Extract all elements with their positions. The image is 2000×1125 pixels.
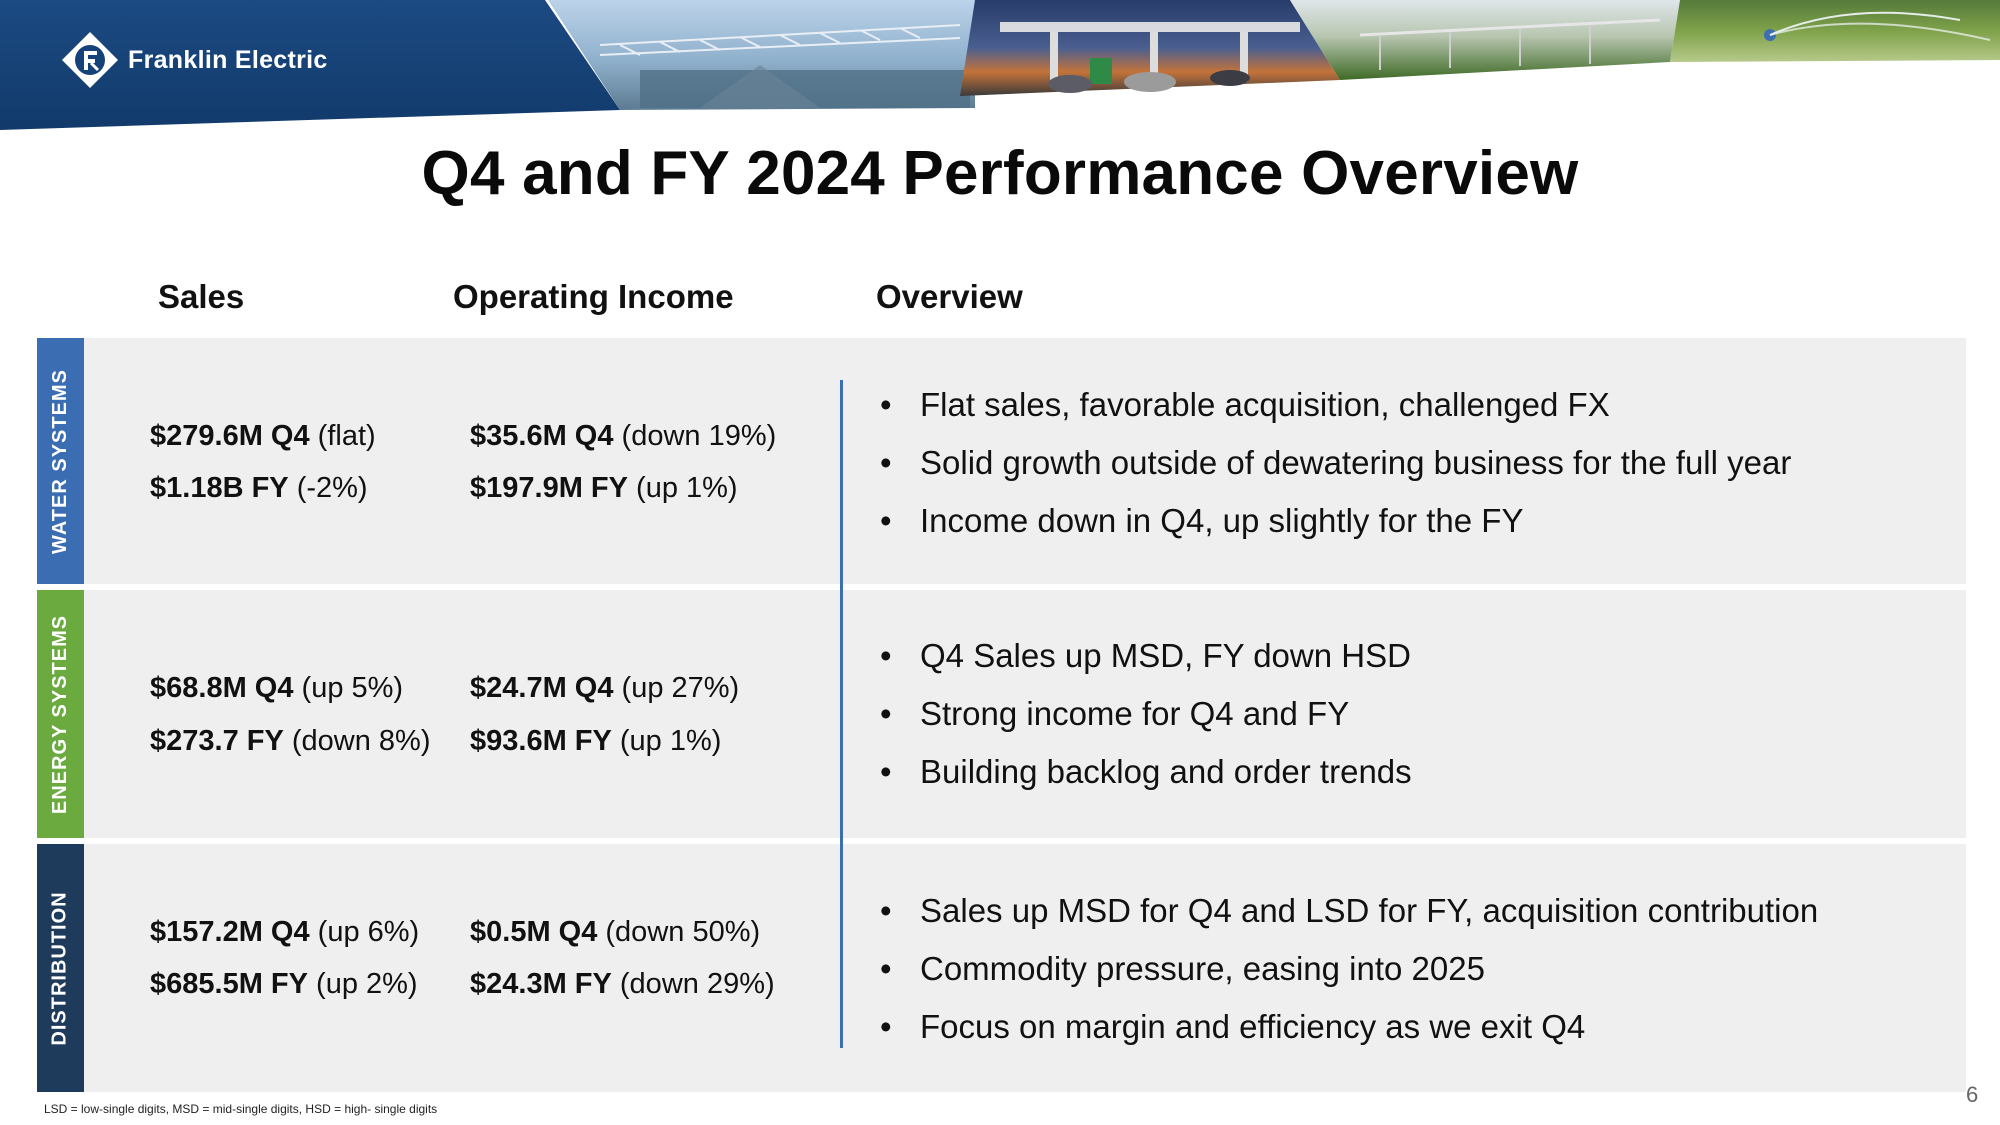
list-item: Q4 Sales up MSD, FY down HSD <box>880 627 1412 685</box>
irrigation-field-photo-icon <box>1290 0 1680 80</box>
operating-income-q4: $35.6M Q4 (down 19%) <box>470 420 777 452</box>
sales-fy: $1.18B FY (-2%) <box>150 472 368 504</box>
fueling-station-photo-icon <box>960 0 1340 96</box>
list-item: Sales up MSD for Q4 and LSD for FY, acqu… <box>880 882 1818 940</box>
operating-income-q4: $0.5M Q4 (down 50%) <box>470 916 761 948</box>
list-item: Commodity pressure, easing into 2025 <box>880 940 1818 998</box>
energy-systems-overview-list: Q4 Sales up MSD, FY down HSD Strong inco… <box>880 627 1412 801</box>
sales-q4: $279.6M Q4 (flat) <box>150 420 376 452</box>
company-name: Franklin Electric <box>128 45 328 74</box>
column-header-operating-income: Operating Income <box>453 278 734 315</box>
page-title: Q4 and FY 2024 Performance Overview <box>421 139 1579 208</box>
sales-fy: $685.5M FY (up 2%) <box>150 968 418 1000</box>
operating-income-fy: $197.9M FY (up 1%) <box>470 472 738 504</box>
segment-tab-energy-systems: ENERGY SYSTEMS <box>37 590 84 838</box>
segment-label: WATER SYSTEMS <box>49 368 71 554</box>
water-systems-overview-list: Flat sales, favorable acquisition, chall… <box>880 376 1791 550</box>
list-item: Solid growth outside of dewatering busin… <box>880 434 1791 492</box>
operating-income-fy: $93.6M FY (up 1%) <box>470 725 722 757</box>
segment-tab-water-systems: WATER SYSTEMS <box>37 338 84 584</box>
operating-income-fy: $24.3M FY (down 29%) <box>470 968 775 1000</box>
list-item: Building backlog and order trends <box>880 743 1412 801</box>
operating-income-q4: $24.7M Q4 (up 27%) <box>470 672 740 704</box>
franklin-electric-logo-icon <box>62 32 118 88</box>
sales-q4: $157.2M Q4 (up 6%) <box>150 916 420 948</box>
sprinkler-photo-icon <box>1670 0 2000 62</box>
column-header-sales: Sales <box>158 278 245 315</box>
header-photo-strip <box>548 0 2000 110</box>
segment-tab-distribution: DISTRIBUTION <box>37 844 84 1092</box>
sales-fy: $273.7 FY (down 8%) <box>150 725 431 757</box>
sales-q4: $68.8M Q4 (up 5%) <box>150 672 404 704</box>
header-banner: Franklin Electric <box>0 0 2000 132</box>
column-header-overview: Overview <box>876 278 1023 315</box>
footnote: LSD = low-single digits, MSD = mid-singl… <box>44 1102 438 1116</box>
water-plant-photo-icon <box>548 0 975 110</box>
company-logo: Franklin Electric <box>60 30 328 90</box>
list-item: Strong income for Q4 and FY <box>880 685 1412 743</box>
page-number: 6 <box>1966 1082 1979 1107</box>
list-item: Focus on margin and efficiency as we exi… <box>880 998 1818 1056</box>
list-item: Income down in Q4, up slightly for the F… <box>880 492 1791 550</box>
segment-label: ENERGY SYSTEMS <box>49 614 72 814</box>
segment-label: DISTRIBUTION <box>49 890 71 1046</box>
column-divider <box>840 380 843 1048</box>
distribution-overview-list: Sales up MSD for Q4 and LSD for FY, acqu… <box>880 882 1818 1056</box>
list-item: Flat sales, favorable acquisition, chall… <box>880 376 1791 434</box>
